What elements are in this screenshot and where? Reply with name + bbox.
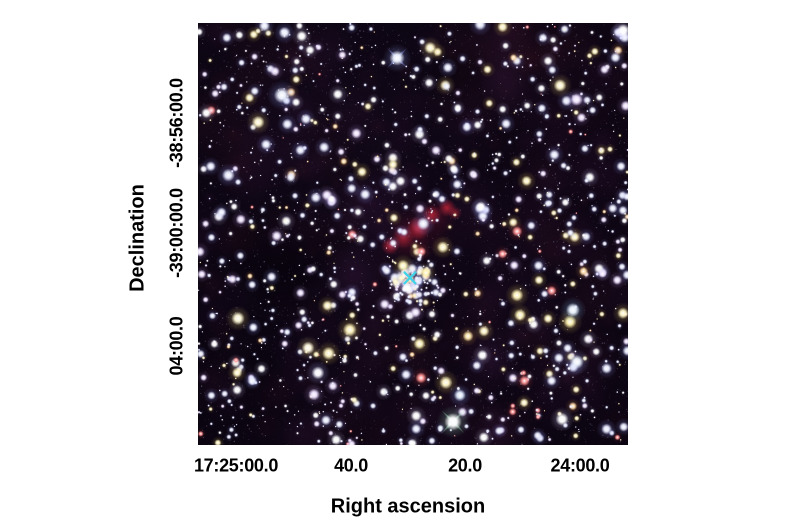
starfield-image: [198, 23, 628, 445]
y-tick-label-0: -38:56:00.0: [166, 78, 187, 168]
x-tick-label-0: 17:25:00.0: [193, 455, 279, 476]
y-tick-label-2: 04:00.0: [166, 316, 187, 376]
y-tick-label-1: -39:00:00.0: [166, 188, 187, 278]
x-axis-title: Right ascension: [330, 495, 486, 518]
y-axis-title: Declination: [126, 184, 149, 292]
x-tick-label-3: 24:00.0: [550, 455, 610, 476]
x-tick-label-2: 20.0: [448, 455, 482, 476]
x-tick-label-1: 40.0: [334, 455, 368, 476]
